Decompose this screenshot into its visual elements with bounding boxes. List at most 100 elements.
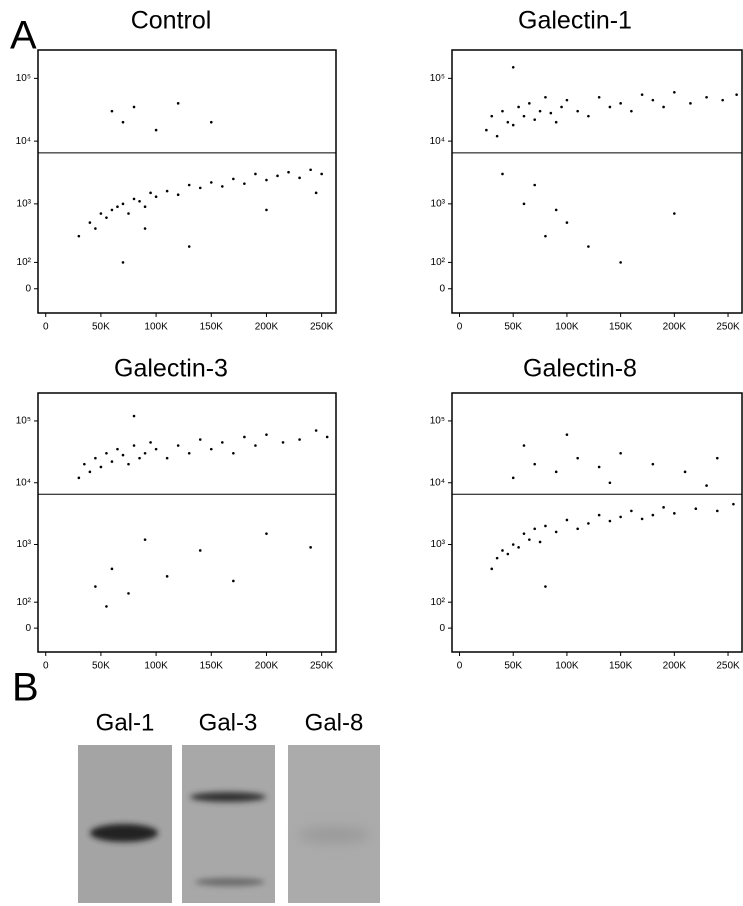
event-dot <box>187 451 191 455</box>
y-tick-label: 10³ <box>17 539 32 550</box>
event-dot <box>597 95 601 99</box>
event-dot <box>673 512 676 515</box>
blot-lane <box>288 745 380 903</box>
event-dot <box>83 462 86 466</box>
event-dot <box>165 189 169 193</box>
blot-lane <box>182 745 275 903</box>
y-tick-label: 10³ <box>431 539 446 550</box>
x-tick-label: 50K <box>92 322 110 333</box>
event-dot <box>544 95 547 99</box>
event-dot <box>576 456 579 460</box>
event-dot <box>243 182 246 185</box>
event-dot <box>683 470 687 474</box>
event-dot <box>651 98 655 102</box>
event-dot <box>165 456 169 460</box>
x-tick-label: 0 <box>457 322 463 333</box>
y-tick-label: 10⁴ <box>16 477 31 488</box>
x-tick-label: 200K <box>255 661 279 672</box>
scatter-plot: Galectin-8 0 50K 100K 150K 200K 250K 0 10² 10³ 10⁴… <box>430 355 743 672</box>
event-dot <box>243 435 246 439</box>
event-dot <box>88 221 92 224</box>
event-dot <box>187 183 191 187</box>
x-tick-label: 150K <box>609 322 633 333</box>
y-tick-label: 0 <box>439 623 445 634</box>
event-dot <box>597 465 601 469</box>
event-dot <box>281 441 285 444</box>
event-dot <box>565 518 569 522</box>
event-dot <box>314 429 318 432</box>
event-dot <box>608 519 612 523</box>
event-dot <box>132 105 136 109</box>
event-dot <box>640 93 644 96</box>
event-dot <box>501 549 504 552</box>
event-dot <box>587 245 590 248</box>
x-tick-label: 150K <box>609 661 633 672</box>
event-dot <box>265 433 268 436</box>
event-dot <box>619 102 622 105</box>
event-dot <box>127 462 130 466</box>
event-dot <box>549 111 553 115</box>
event-dot <box>522 532 526 535</box>
event-dot <box>265 208 268 212</box>
event-dot <box>232 579 235 583</box>
event-dot <box>165 575 169 578</box>
blot-band <box>90 824 158 842</box>
x-tick-label: 150K <box>200 661 224 672</box>
event-dot <box>121 453 125 457</box>
event-dot <box>597 513 601 517</box>
plot-title: Galectin-8 <box>523 355 637 383</box>
x-tick-label: 250K <box>716 661 740 672</box>
event-dot <box>116 205 119 209</box>
event-dot <box>314 191 318 195</box>
y-tick-label: 10³ <box>17 198 32 209</box>
event-dot <box>110 567 114 571</box>
lane-label: Gal-8 <box>305 709 364 736</box>
event-dot <box>121 202 125 206</box>
event-dot <box>132 414 136 418</box>
event-dot <box>121 261 125 264</box>
event-dot <box>143 538 147 541</box>
event-dot <box>495 556 499 560</box>
event-dot <box>176 444 180 447</box>
event-dot <box>132 197 136 201</box>
event-dot <box>533 118 537 121</box>
y-tick-label: 10⁴ <box>430 136 445 147</box>
y-tick-label: 10⁴ <box>430 477 445 488</box>
event-dot <box>94 456 97 460</box>
event-dot <box>533 183 537 187</box>
blot-band <box>298 827 370 843</box>
event-dot <box>662 506 665 509</box>
event-dot <box>309 168 312 172</box>
event-dot <box>619 261 622 264</box>
y-tick-label: 10² <box>431 597 446 608</box>
plot-frame <box>451 392 743 653</box>
plot-title: Control <box>131 7 212 35</box>
event-dot <box>501 172 504 176</box>
plot-frame <box>37 392 337 653</box>
event-dot <box>735 93 738 96</box>
event-dot <box>506 120 510 124</box>
event-dot <box>511 476 515 480</box>
event-dot <box>511 543 515 546</box>
event-dot <box>673 212 676 215</box>
y-tick-label: 0 <box>439 283 445 294</box>
x-tick-label: 100K <box>555 322 579 333</box>
event-dot <box>265 178 268 182</box>
event-dot <box>154 128 158 132</box>
event-dot <box>619 515 622 519</box>
event-dot <box>143 205 147 209</box>
event-dot <box>198 186 202 190</box>
event-dot <box>221 441 224 444</box>
y-tick-label: 10³ <box>431 198 446 209</box>
event-dot <box>132 444 136 447</box>
event-dot <box>110 208 114 212</box>
event-dot <box>198 438 202 441</box>
event-dot <box>517 105 520 109</box>
x-tick-label: 100K <box>144 661 168 672</box>
event-dot <box>517 546 520 549</box>
y-tick-label: 10⁵ <box>430 416 445 427</box>
event-dot <box>651 462 655 466</box>
event-dot <box>651 513 655 517</box>
x-tick-label: 50K <box>92 661 110 672</box>
